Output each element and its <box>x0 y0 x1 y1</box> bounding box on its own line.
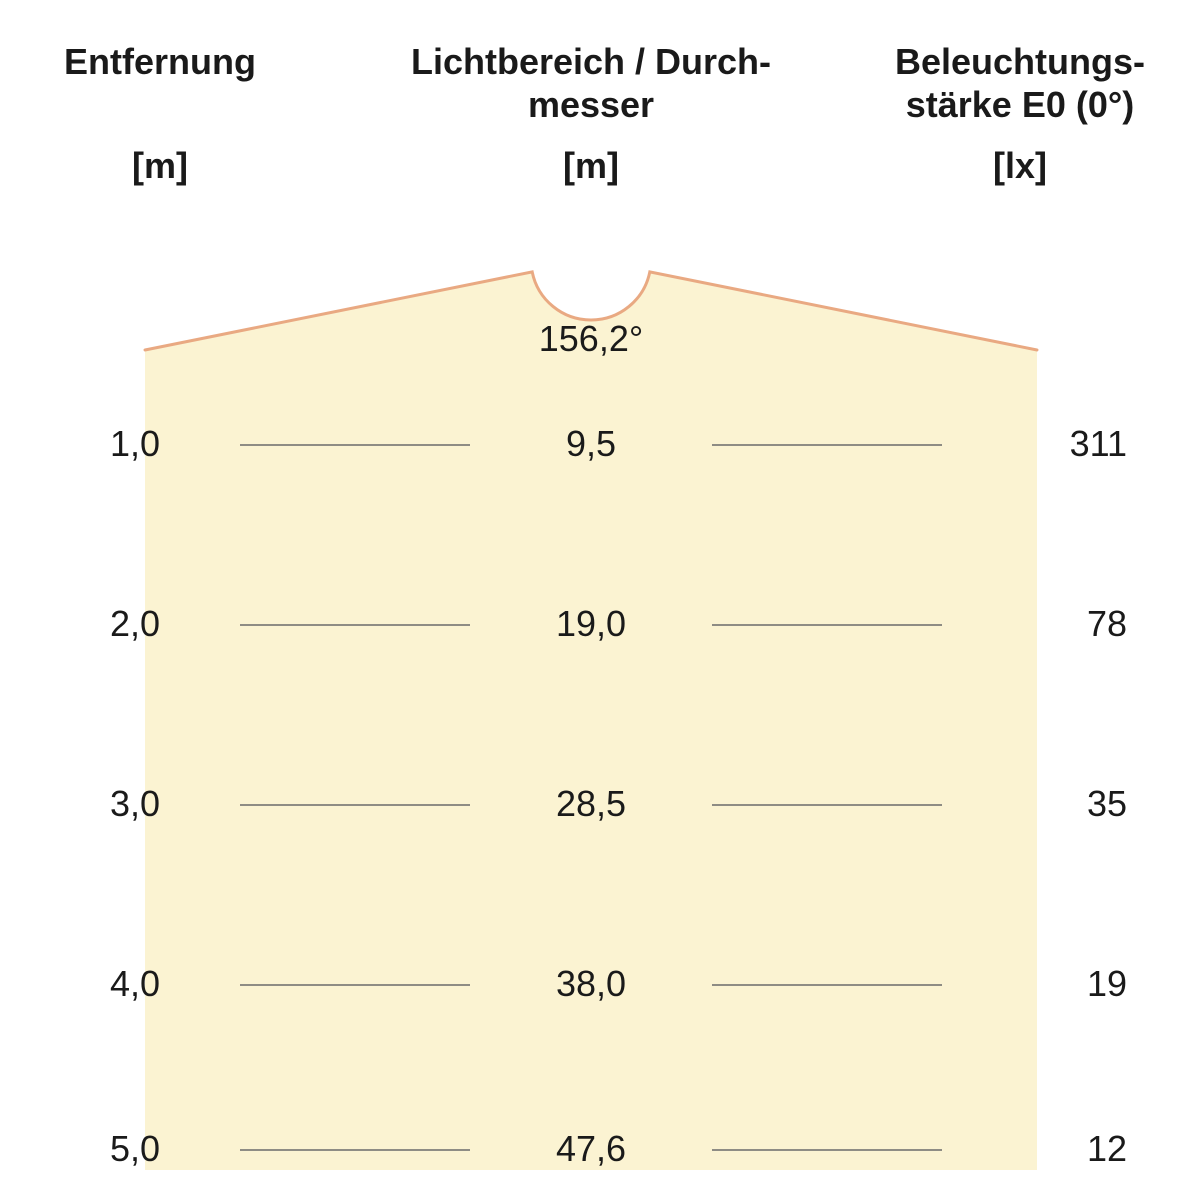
angle-label: 156,2° <box>491 318 691 360</box>
cone-svg <box>0 0 1182 1182</box>
diameter-value-3: 38,0 <box>511 963 671 1005</box>
distance-value-3: 4,0 <box>40 963 160 1005</box>
diameter-value-4: 47,6 <box>511 1128 671 1170</box>
illuminance-value-4: 12 <box>987 1128 1127 1170</box>
distance-value-0: 1,0 <box>40 423 160 465</box>
distance-value-4: 5,0 <box>40 1128 160 1170</box>
illuminance-value-2: 35 <box>987 783 1127 825</box>
diameter-value-0: 9,5 <box>511 423 671 465</box>
illuminance-value-1: 78 <box>987 603 1127 645</box>
light-cone-diagram: Entfernung [m] Lichtbereich / Durch- mes… <box>0 0 1182 1182</box>
diameter-value-2: 28,5 <box>511 783 671 825</box>
diameter-value-1: 19,0 <box>511 603 671 645</box>
distance-value-1: 2,0 <box>40 603 160 645</box>
illuminance-value-0: 311 <box>987 423 1127 465</box>
distance-value-2: 3,0 <box>40 783 160 825</box>
illuminance-value-3: 19 <box>987 963 1127 1005</box>
